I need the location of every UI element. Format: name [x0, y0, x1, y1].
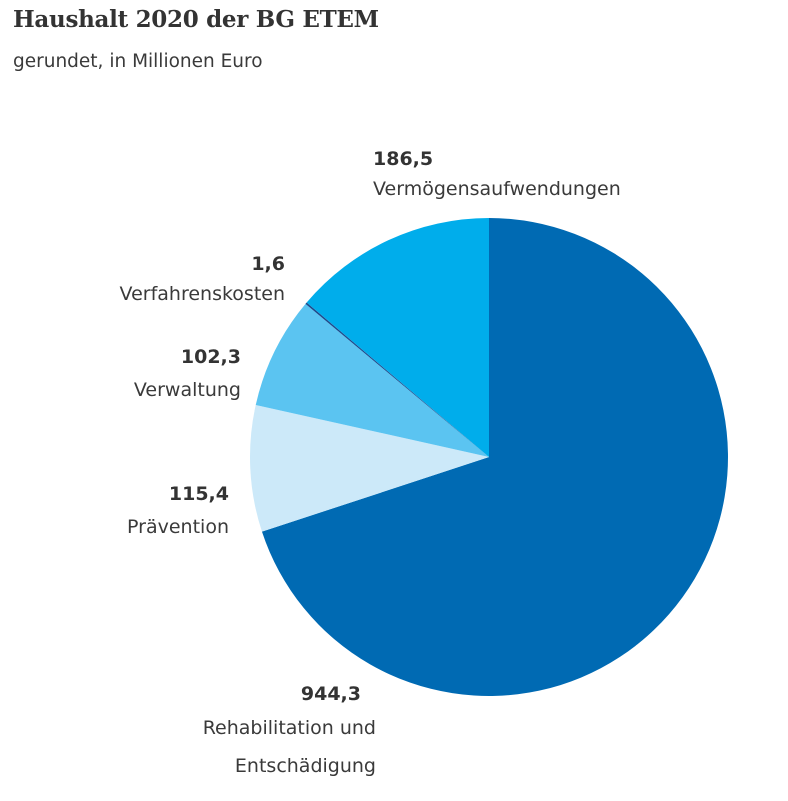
slice-label-group: 186,5 Vermögensaufwendungen: [373, 148, 621, 200]
slice-label-group: 102,3 Verwaltung: [134, 346, 241, 401]
pie-slice: [249, 405, 489, 532]
slice-category-label: Rehabilitation und: [203, 717, 376, 739]
slice-value-label: 1,6: [251, 253, 285, 275]
slice-category-label: Entschädigung: [235, 755, 376, 777]
pie-slice: [261, 218, 728, 697]
slice-label-group: 944,3 Rehabilitation und Entschädigung: [203, 683, 376, 777]
pie-slice: [305, 302, 489, 457]
pie-slices: [249, 218, 728, 697]
slice-value-label: 944,3: [301, 683, 361, 705]
slice-label-group: 115,4 Prävention: [127, 483, 229, 538]
chart-title: Haushalt 2020 der BG ETEM: [13, 6, 379, 33]
slice-value-label: 115,4: [169, 483, 229, 505]
slice-category-label: Vermögensaufwendungen: [373, 178, 621, 200]
slice-category-label: Verfahrenskosten: [120, 283, 285, 305]
slice-category-label: Prävention: [127, 516, 229, 538]
slice-value-label: 186,5: [373, 148, 433, 170]
slice-value-label: 102,3: [181, 346, 241, 368]
chart-subtitle: gerundet, in Millionen Euro: [13, 51, 263, 72]
pie-slice: [255, 303, 489, 457]
pie-slice: [306, 218, 489, 457]
slice-category-label: Verwaltung: [134, 379, 241, 401]
slice-label-group: 1,6 Verfahrenskosten: [120, 253, 285, 305]
